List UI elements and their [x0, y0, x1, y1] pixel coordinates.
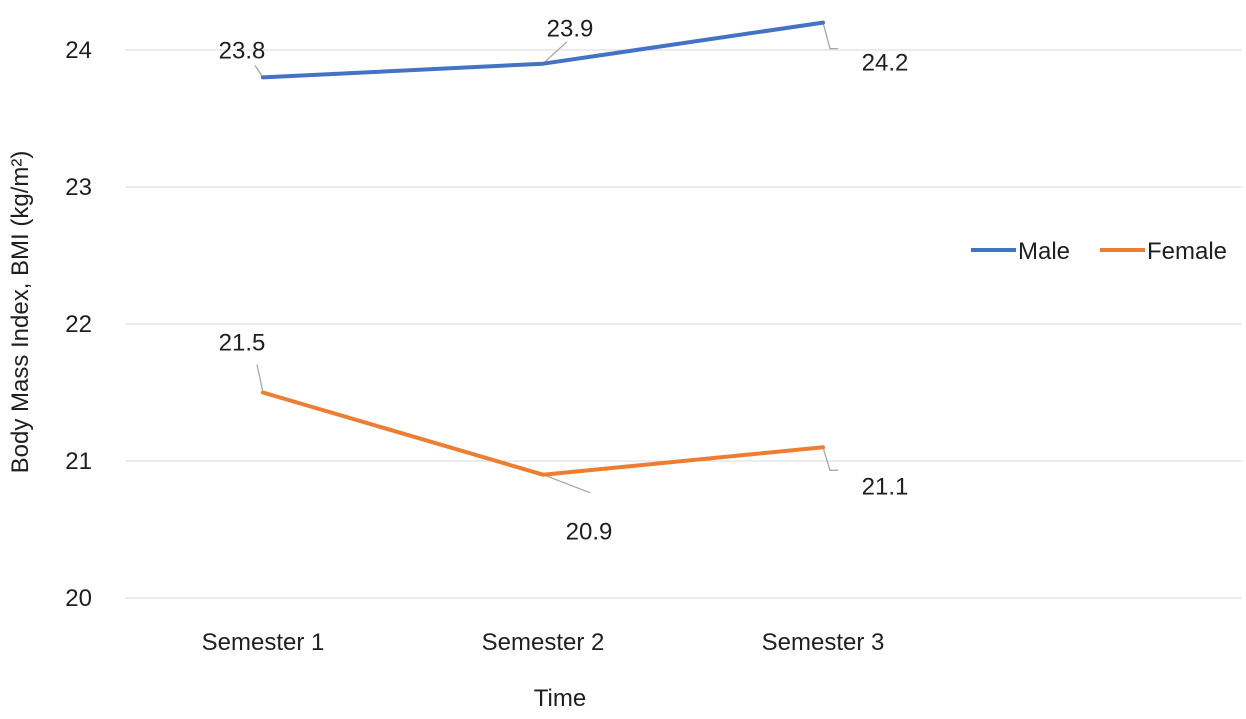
leader-line [542, 474, 591, 494]
x-tick-label: Semester 2 [482, 629, 605, 656]
data-label-leader-lines [254, 22, 838, 494]
data-label: 24.2 [862, 50, 909, 77]
y-tick-label: 21 [65, 448, 92, 475]
y-tick-label: 22 [65, 311, 92, 338]
legend-label-male: Male [1018, 238, 1070, 265]
x-axis-tick-labels: Semester 1 Semester 2 Semester 3 [202, 629, 885, 656]
leader-line [542, 41, 568, 65]
data-label: 21.1 [862, 473, 909, 500]
y-tick-label: 23 [65, 174, 92, 201]
data-labels: 23.8 23.9 24.2 21.5 20.9 21.1 [219, 16, 909, 546]
leader-line [254, 65, 264, 78]
legend: Male Female [971, 238, 1227, 265]
series-lines [261, 20, 825, 477]
data-label: 21.5 [219, 330, 266, 357]
x-tick-label: Semester 3 [762, 629, 885, 656]
x-axis-title: Time [534, 685, 586, 712]
y-axis-tick-labels: 20 21 22 23 24 [65, 37, 92, 612]
leader-line [822, 447, 838, 471]
leader-line [822, 22, 838, 50]
leader-line [256, 364, 264, 393]
y-axis-title: Body Mass Index, BMI (kg/m²) [7, 151, 34, 474]
data-label: 23.9 [547, 16, 594, 43]
x-tick-label: Semester 1 [202, 629, 325, 656]
y-tick-label: 24 [65, 37, 92, 64]
y-tick-label: 20 [65, 585, 92, 612]
gridlines [125, 49, 1242, 599]
data-label: 20.9 [566, 519, 613, 546]
series-line-female [261, 390, 825, 477]
data-label: 23.8 [219, 37, 266, 64]
series-line-male [261, 20, 825, 80]
legend-label-female: Female [1147, 238, 1227, 265]
